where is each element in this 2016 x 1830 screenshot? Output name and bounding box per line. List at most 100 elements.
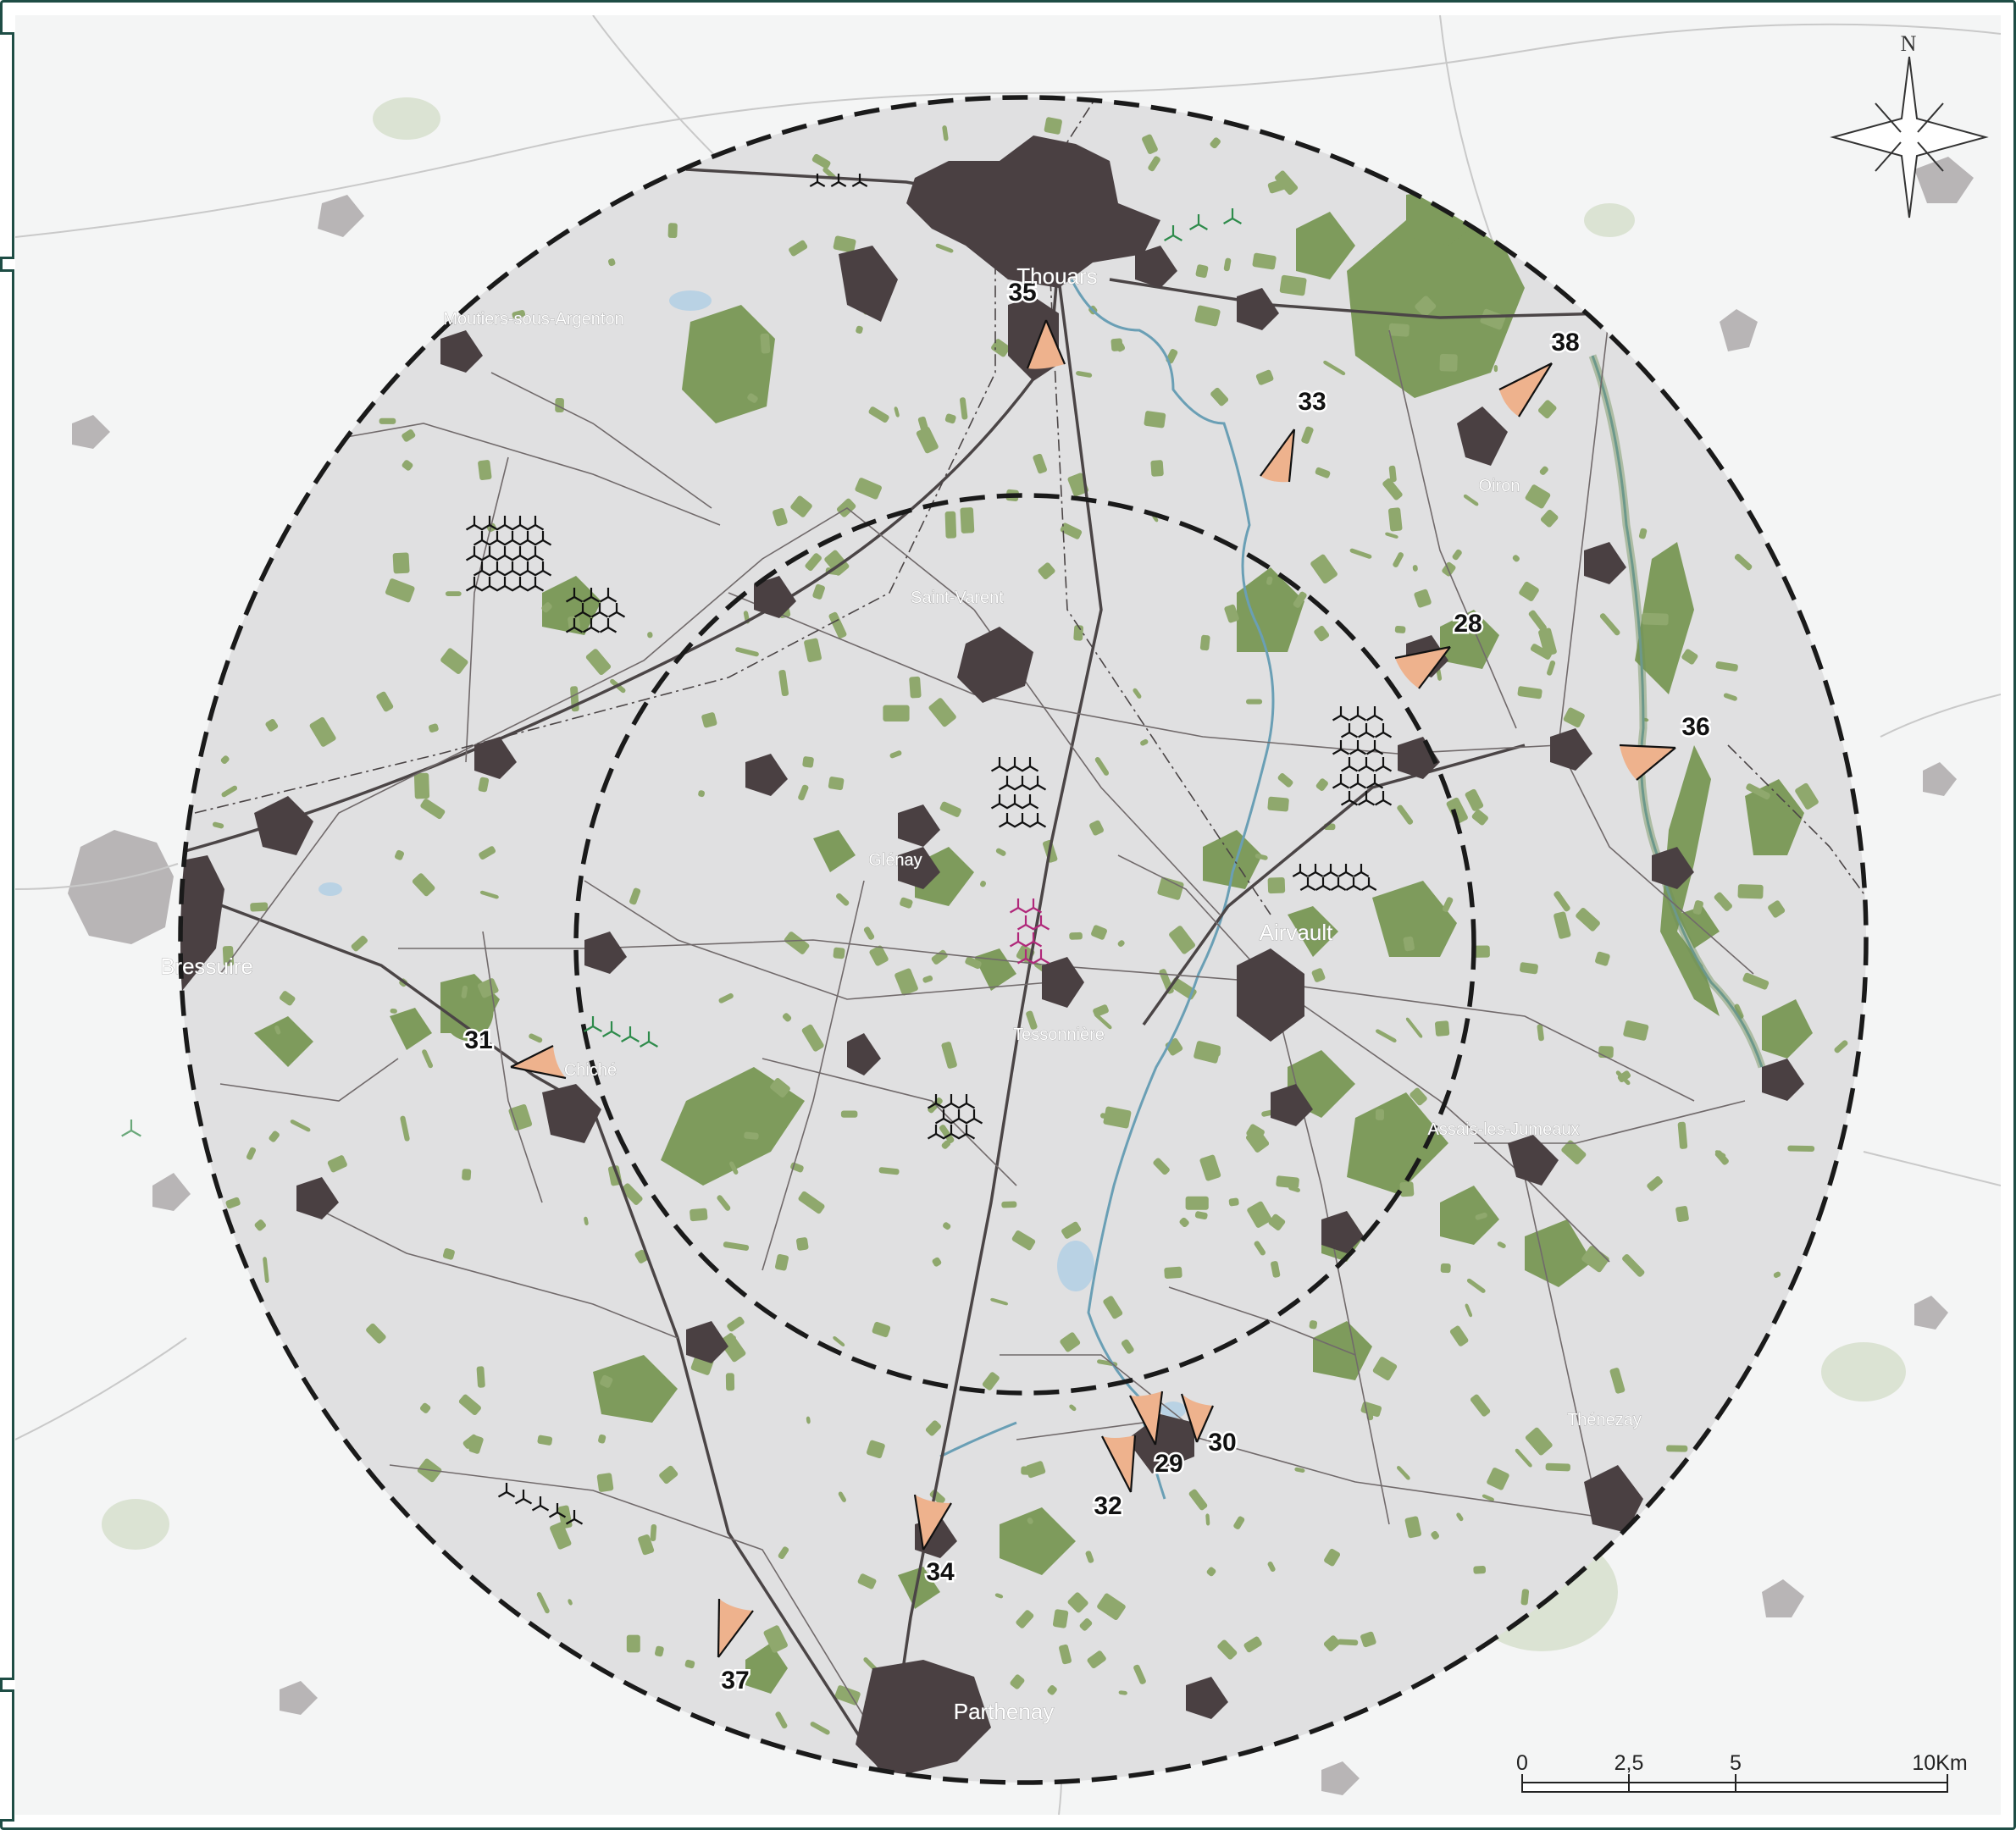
viewpoint-37[interactable]: 37 bbox=[717, 1598, 754, 1697]
viewpoint-35[interactable]: 35 bbox=[1006, 277, 1066, 369]
forest-speck bbox=[420, 1402, 431, 1413]
wind-turbine-icon bbox=[1340, 791, 1359, 806]
viewpoint-29[interactable]: 29 bbox=[1129, 1390, 1185, 1480]
wind-turbine-icon bbox=[1322, 864, 1339, 877]
forest-speck bbox=[760, 333, 771, 354]
viewpoint-cone bbox=[1499, 363, 1552, 417]
wind-turbine-icon bbox=[990, 794, 1009, 810]
viewpoint-30[interactable]: 30 bbox=[1180, 1393, 1238, 1459]
viewpoint-edge bbox=[1026, 319, 1048, 369]
wind-farm-cluster bbox=[1332, 706, 1393, 806]
forest-speck bbox=[1094, 757, 1110, 776]
forest-speck bbox=[395, 849, 405, 860]
viewpoint-32[interactable]: 32 bbox=[1092, 1435, 1137, 1523]
viewpoint-edge bbox=[1418, 646, 1451, 689]
wind-turbine-icon bbox=[942, 1125, 961, 1140]
forest-speck bbox=[965, 956, 982, 970]
towns bbox=[180, 135, 1804, 1778]
wind-turbine-icon bbox=[1374, 791, 1393, 806]
forest-speck bbox=[1016, 1610, 1034, 1628]
wind-turbine-icon bbox=[607, 603, 626, 618]
forest-speck bbox=[928, 698, 956, 727]
study-area bbox=[180, 97, 1866, 1783]
forest-speck bbox=[1069, 1404, 1077, 1412]
forest-speck bbox=[1394, 625, 1406, 633]
forest-speck bbox=[1388, 323, 1410, 337]
forest-speck bbox=[867, 1440, 885, 1459]
forest-speck bbox=[461, 985, 468, 998]
wind-turbine-icon bbox=[565, 588, 584, 603]
scale-label-5: 5 bbox=[1730, 1751, 1742, 1775]
forest-speck bbox=[1372, 1357, 1398, 1381]
compass-star bbox=[1830, 56, 1989, 218]
forest-speck bbox=[1210, 137, 1221, 149]
viewpoint-edge bbox=[717, 1610, 754, 1658]
forest-speck bbox=[667, 223, 678, 239]
viewpoint-38[interactable]: 38 bbox=[1498, 327, 1581, 417]
forest-speck bbox=[1412, 565, 1418, 572]
forest-speck bbox=[1449, 1325, 1469, 1346]
wind-turbine-icon bbox=[640, 1031, 658, 1048]
scale-bar: 0 2,5 5 10Km bbox=[1516, 1751, 1968, 1793]
viewpoint-cone bbox=[718, 1599, 753, 1657]
forest-speck bbox=[1268, 1214, 1286, 1230]
forest-speck bbox=[1194, 1211, 1208, 1220]
forest-speck bbox=[1397, 1466, 1410, 1480]
forest-speck bbox=[1517, 686, 1542, 699]
viewpoint-edge bbox=[1619, 744, 1676, 749]
forest-speck bbox=[1397, 804, 1414, 825]
wind-turbine-icon bbox=[1340, 723, 1359, 738]
forest-speck bbox=[550, 1522, 572, 1550]
wind-turbine-icon bbox=[473, 561, 491, 577]
viewpoint-28[interactable]: 28 bbox=[1394, 608, 1484, 689]
forest-speck bbox=[1338, 1639, 1359, 1646]
compass-star-diagonals bbox=[1875, 102, 1944, 172]
forest-speck bbox=[784, 932, 810, 954]
viewpoint-edge bbox=[1101, 1435, 1132, 1493]
wind-turbine-icon bbox=[573, 603, 592, 618]
forest-speck bbox=[1144, 411, 1166, 428]
forest-speck bbox=[1525, 484, 1551, 509]
forest-speck bbox=[747, 393, 758, 403]
forest-speck bbox=[995, 848, 1006, 856]
wind-turbine-icon bbox=[927, 1125, 945, 1140]
forest-speck bbox=[1599, 613, 1620, 636]
forest-speck bbox=[1185, 1196, 1209, 1210]
viewpoint-number: 30 bbox=[1208, 1429, 1236, 1457]
town-label-airvault: Airvault bbox=[1260, 920, 1333, 945]
forest-speck bbox=[1525, 1427, 1553, 1456]
wind-turbine-icon bbox=[534, 531, 552, 546]
forest-speck bbox=[1179, 1217, 1189, 1228]
forest-speck bbox=[1410, 1087, 1427, 1106]
forest-speck bbox=[863, 926, 875, 940]
forest-speck bbox=[1715, 661, 1738, 672]
forest-speck bbox=[280, 991, 296, 1006]
wind-turbine-icon bbox=[1013, 813, 1032, 828]
wind-turbine-icon bbox=[1024, 932, 1043, 948]
forest-speck bbox=[1382, 478, 1403, 500]
forest-speck bbox=[379, 417, 396, 424]
forest-speck bbox=[1520, 962, 1538, 975]
viewpoint-34[interactable]: 34 bbox=[913, 1494, 956, 1589]
forest-speck bbox=[634, 1249, 648, 1263]
wind-turbine-icon bbox=[1365, 774, 1384, 789]
forest-speck bbox=[1773, 1271, 1781, 1278]
viewpoint-cone bbox=[1102, 1435, 1135, 1492]
forest-speck bbox=[1440, 1263, 1451, 1274]
viewpoint-31[interactable]: 31 bbox=[462, 1025, 567, 1080]
wind-farm-cluster bbox=[584, 1016, 658, 1048]
forest-speck bbox=[855, 478, 882, 500]
wind-turbine-icon bbox=[965, 1109, 983, 1125]
viewpoint-36[interactable]: 36 bbox=[1619, 711, 1712, 781]
forest-speck bbox=[1576, 908, 1600, 932]
forest-speck bbox=[778, 1546, 789, 1560]
forest-speck bbox=[802, 756, 814, 768]
viewpoint-33[interactable]: 33 bbox=[1260, 386, 1328, 483]
wind-turbine-icon bbox=[602, 1021, 621, 1037]
forest-speck bbox=[351, 935, 368, 952]
wind-turbine-icon bbox=[1353, 864, 1370, 877]
wind-turbine-icon bbox=[599, 588, 618, 603]
forest-speck bbox=[1103, 1296, 1123, 1319]
wind-turbine-icon bbox=[1338, 864, 1354, 877]
